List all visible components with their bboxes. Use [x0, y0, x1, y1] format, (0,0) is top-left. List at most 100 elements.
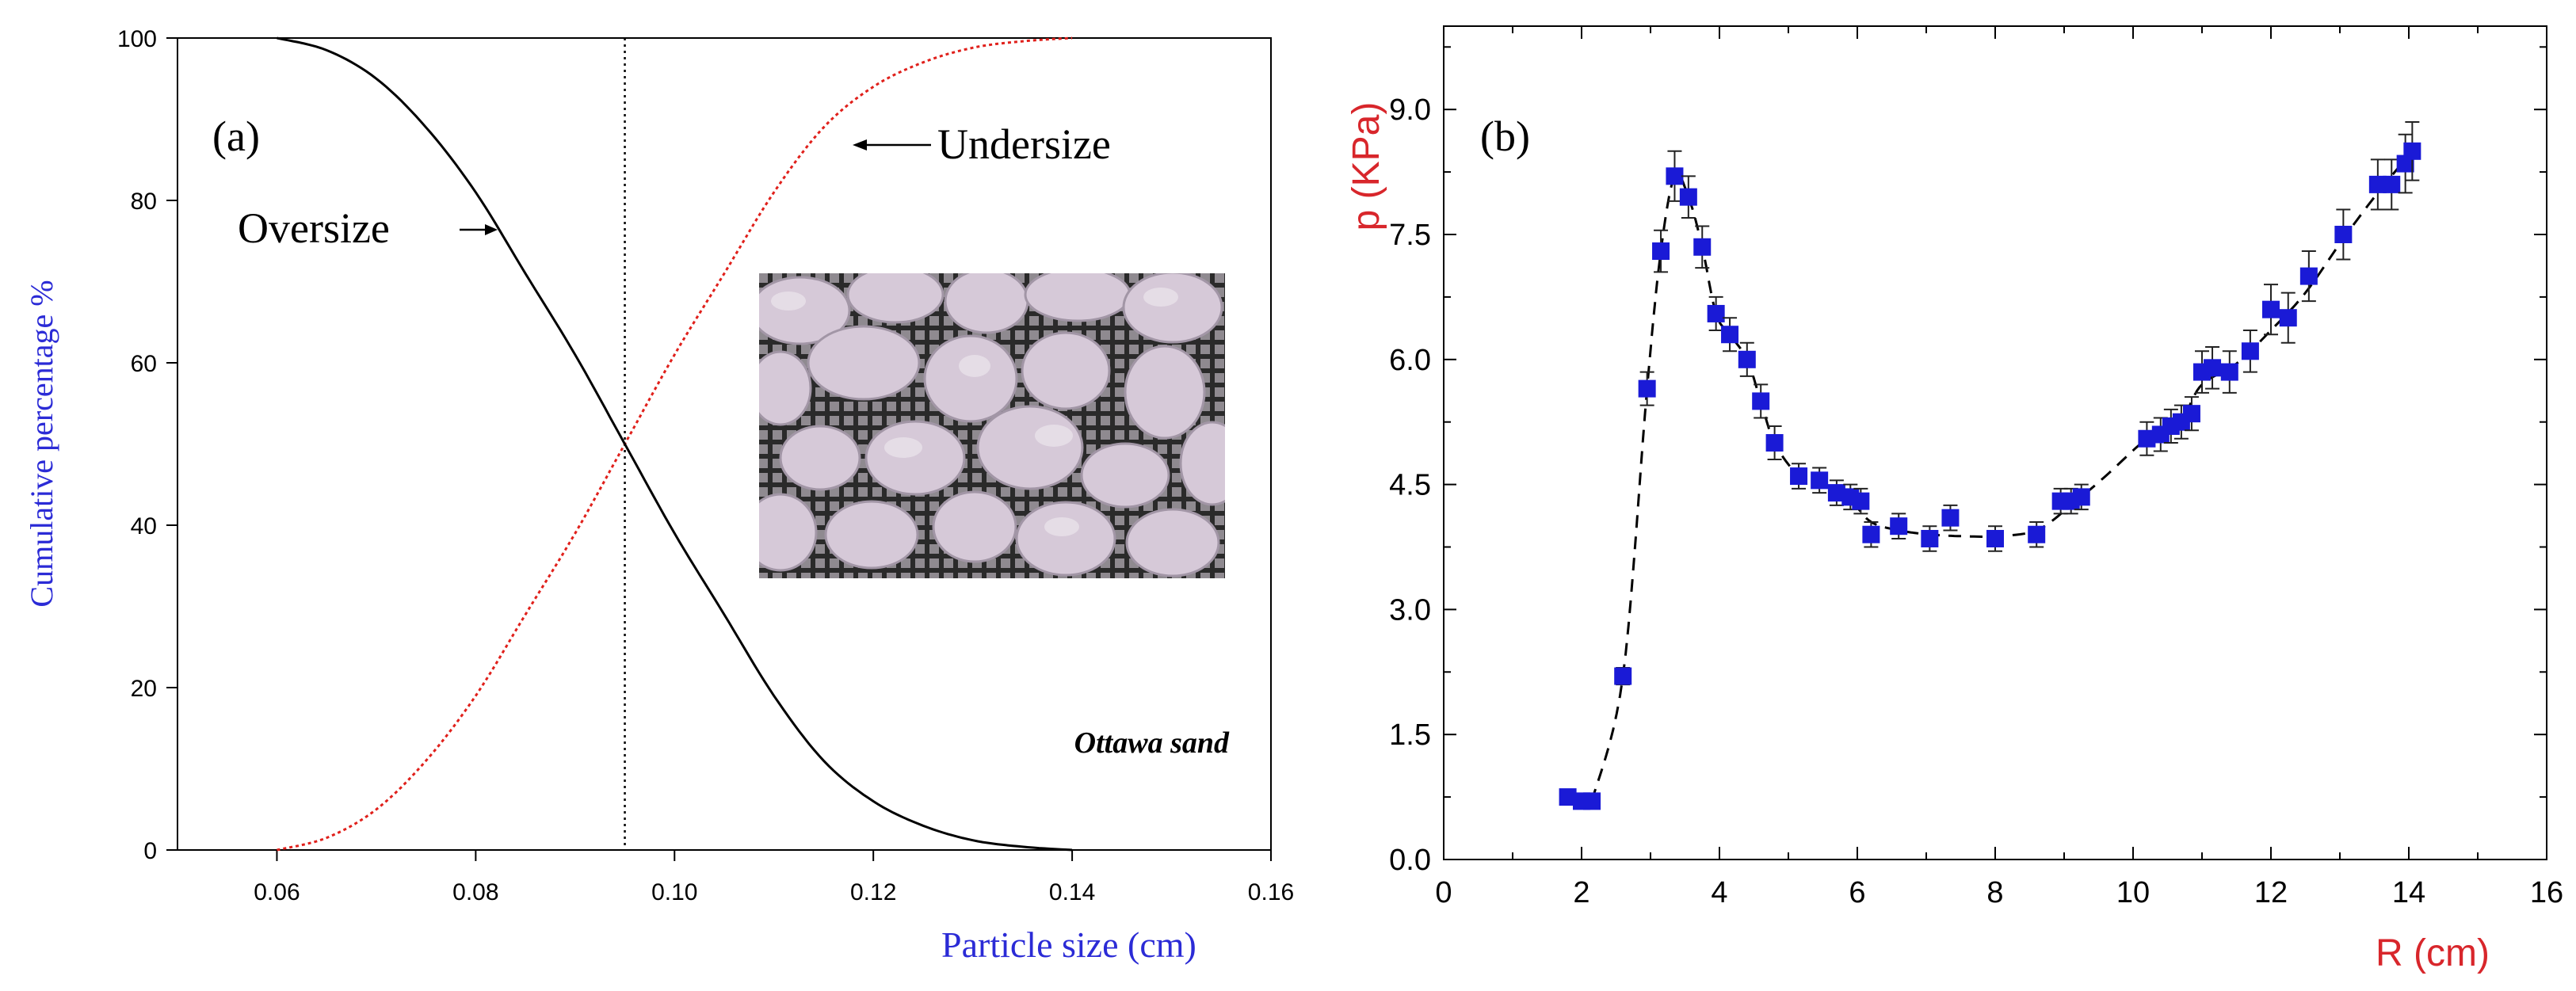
square-marker [1827, 484, 1845, 502]
panel-b-x-axis-label: R (cm) [2376, 932, 2490, 974]
panel-b-y-tick-label: 7.5 [1389, 219, 1431, 252]
panel-b-y-tick-label: 0.0 [1389, 844, 1431, 877]
panel-a-x-axis-label: Particle size (cm) [941, 924, 1196, 965]
square-marker [2241, 342, 2259, 360]
square-marker [1721, 326, 1739, 344]
square-marker [1921, 529, 1939, 547]
panel-a-x-ticks: 0.06 0.08 0.10 0.12 0.14 0.16 [254, 850, 1294, 905]
panel-b-y-axis-label: p (KPa) [1345, 102, 1387, 231]
panel-a-y-axis-label: Cumulative percentage % [24, 280, 59, 607]
square-marker [1679, 188, 1697, 206]
data-point [1652, 229, 1670, 273]
ottawa-sand-inset-photo [759, 273, 1225, 578]
data-point [1827, 479, 1845, 506]
data-point [2368, 158, 2387, 211]
data-point [1890, 513, 1908, 539]
square-marker [1862, 525, 1880, 543]
square-marker [1559, 788, 1577, 806]
panel-a-plot-frame [177, 37, 1272, 851]
panel-b-x-tick-label: 6 [1849, 876, 1865, 909]
panel-a-y-ticks: 0 20 40 60 80 100 [117, 26, 177, 864]
undersize-curve [277, 36, 1073, 852]
panel-a-y-tick-label: 100 [117, 26, 157, 52]
panel-a-y-tick-label: 20 [131, 676, 157, 702]
square-marker [2028, 525, 2046, 543]
data-point [1679, 175, 1697, 219]
square-marker [1765, 434, 1784, 452]
data-point [1752, 383, 1770, 419]
square-marker [1693, 238, 1712, 256]
panel-a-x-tick-label: 0.12 [850, 879, 896, 905]
square-marker [2182, 405, 2200, 423]
panel-b-y-tick-label: 1.5 [1389, 718, 1431, 752]
square-marker [2279, 309, 2297, 327]
panel-a-x-tick-label: 0.10 [651, 879, 697, 905]
square-marker [1752, 392, 1770, 410]
panel-b-x-ticks: 0 2 4 6 8 10 12 14 16 [1435, 26, 2563, 909]
panel-b-y-ticks: 0.0 1.5 3.0 4.5 6.0 7.5 9.0 [1389, 46, 2547, 877]
data-point [1693, 225, 1712, 269]
square-marker [1583, 792, 1601, 810]
data-point [1638, 371, 1656, 406]
panel-b-y-tick-label: 6.0 [1389, 344, 1431, 377]
data-point [1666, 150, 1684, 202]
panel-a-x-tick-label: 0.06 [254, 879, 300, 905]
panel-a-x-tick-label: 0.14 [1049, 879, 1095, 905]
data-point [1738, 341, 1756, 377]
data-point [1583, 792, 1601, 810]
data-point [1614, 667, 1632, 686]
square-marker [2220, 363, 2238, 381]
panel-b-x-tick-label: 2 [1573, 876, 1589, 909]
data-point [2182, 396, 2200, 432]
pressure-data-points [1559, 120, 2421, 810]
panel-a-label: (a) [212, 112, 260, 160]
panel-b-x-tick-label: 16 [2530, 876, 2563, 909]
data-point [1811, 467, 1829, 494]
panel-b: 0 2 4 6 8 10 12 14 16 0.01.53.04.56.07.59.0 (b) … [1345, 25, 2563, 974]
data-point [2299, 250, 2318, 303]
undersize-annotation: Undersize [937, 120, 1111, 168]
data-point [2241, 329, 2259, 373]
square-marker [2262, 300, 2280, 318]
square-marker [1890, 517, 1908, 536]
panel-a-y-tick-label: 40 [131, 513, 157, 539]
data-point [2072, 483, 2090, 511]
oversize-arrow [460, 224, 498, 235]
panel-a-y-tick-label: 0 [143, 838, 157, 864]
data-point [1921, 525, 1939, 552]
panel-a-x-tick-label: 0.08 [452, 879, 498, 905]
panel-b-x-tick-label: 10 [2116, 876, 2150, 909]
panel-b-plot-frame [1443, 25, 2547, 860]
square-marker [1986, 529, 2004, 547]
data-point [1986, 525, 2004, 552]
square-marker [2204, 359, 2222, 377]
panel-b-label: (b) [1480, 112, 1530, 160]
data-point [1790, 463, 1808, 490]
square-marker [2334, 226, 2353, 243]
undersize-arrow [853, 139, 931, 151]
square-marker [2072, 488, 2090, 506]
square-marker [2299, 267, 2318, 285]
square-marker [2138, 429, 2156, 448]
data-point [2279, 292, 2297, 344]
ottawa-sand-caption: Ottawa sand [1074, 726, 1230, 760]
panel-b-y-tick-label: 3.0 [1389, 593, 1431, 627]
panel-b-x-tick-label: 0 [1435, 876, 1452, 909]
oversize-curve [277, 36, 1073, 852]
square-marker [2368, 175, 2387, 193]
data-point [2138, 421, 2156, 456]
square-marker [1790, 467, 1808, 486]
panel-a: 0.06 0.08 0.10 0.12 0.14 0.16 0 20 40 60 80 100 [24, 26, 1294, 965]
square-marker [1707, 304, 1725, 322]
panel-a-y-tick-label: 60 [131, 351, 157, 377]
panel-b-x-tick-label: 8 [1986, 876, 2003, 909]
oversize-annotation: Oversize [238, 204, 390, 252]
square-marker [1852, 492, 1870, 510]
data-point [2334, 208, 2353, 261]
square-marker [1811, 471, 1829, 490]
data-point [2028, 520, 2046, 548]
square-marker [2383, 175, 2401, 193]
panel-b-x-tick-label: 14 [2392, 876, 2425, 909]
data-point [1765, 425, 1784, 461]
